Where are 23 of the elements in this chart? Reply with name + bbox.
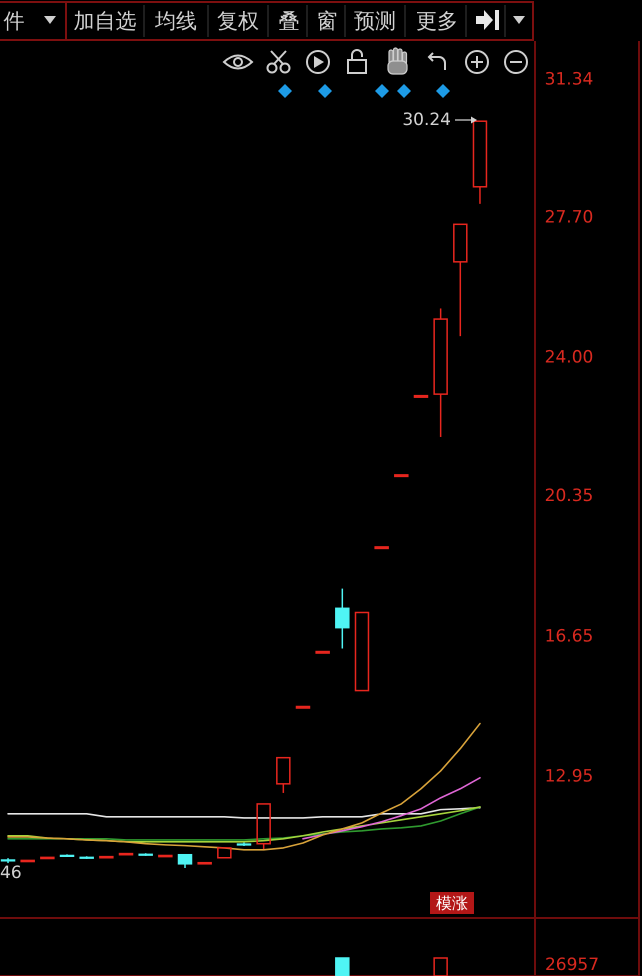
text: 预测 bbox=[354, 9, 396, 33]
line-series bbox=[7, 722, 481, 851]
line-series bbox=[7, 806, 481, 819]
y-tick-label: 16.65 bbox=[544, 626, 594, 646]
text: 26957 bbox=[544, 955, 600, 975]
text: 窗 bbox=[316, 9, 338, 33]
text: 更多 bbox=[416, 9, 458, 33]
annotation: 模涨 bbox=[436, 894, 468, 912]
text: 件 bbox=[4, 9, 24, 33]
y-tick-label: 12.95 bbox=[544, 766, 594, 787]
text: 均线 bbox=[154, 9, 197, 33]
text: 加自选 bbox=[74, 9, 136, 33]
y-tick-label: 24.00 bbox=[544, 348, 594, 368]
y-tick-label: 27.70 bbox=[544, 207, 594, 228]
y-tick-label: 31.34 bbox=[544, 69, 594, 90]
text: 叠 bbox=[278, 9, 300, 33]
candlestick bbox=[433, 308, 448, 438]
candlestick bbox=[335, 588, 350, 650]
y-tick-label: 20.35 bbox=[544, 486, 594, 506]
text: 复权 bbox=[217, 9, 259, 33]
annotation: 30.24 bbox=[402, 110, 451, 130]
annotation: 46 bbox=[0, 863, 22, 883]
line-series bbox=[302, 776, 481, 840]
